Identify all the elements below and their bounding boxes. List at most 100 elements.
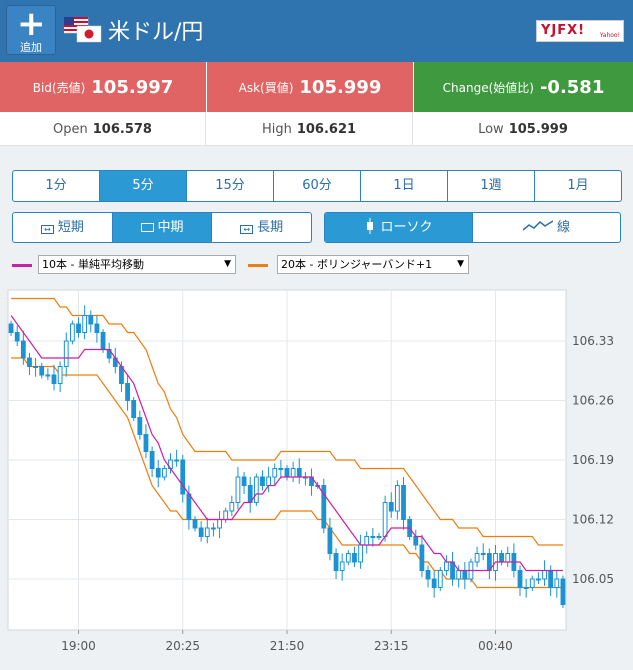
span-short[interactable]: ↔ 短期 [13,213,113,242]
y-tick-label: 106.12 [572,513,614,527]
candle-body [94,323,100,333]
candle-body [8,323,14,333]
candle-body [27,357,32,367]
ma-indicator-select[interactable]: 10本 - 単純平均移動 ▼ [38,255,236,274]
candle-body [437,570,443,588]
candle-body [352,553,357,563]
chart-type-line[interactable]: 線 [473,213,620,242]
bb-color-swatch [248,264,268,267]
timeframe-60min[interactable]: 60分 [274,171,361,201]
y-tick-label: 106.33 [572,334,614,348]
candle-body [523,587,529,589]
candle-body [155,468,161,478]
timeframe-selector: 1分 5分 15分 60分 1日 1週 1月 [12,170,622,202]
add-button[interactable]: + 追加 [6,5,56,55]
price-stats: Open 106.578 High 106.621 Low 105.999 [0,112,633,146]
candle-body [39,366,45,376]
candle-body [339,561,345,571]
candle-body [20,340,26,359]
us-jp-flag-icon [64,17,102,43]
high-label: High [261,121,292,137]
candle-body [272,468,278,478]
candle-body [14,332,20,342]
candle-body [143,434,149,452]
x-tick-label: 23:15 [374,639,409,653]
candle-body [51,374,57,384]
dropdown-arrow-icon: ▼ [224,259,231,269]
candle-body [431,578,437,588]
candle-body [161,468,167,478]
candle-body [241,476,247,486]
candle-body [388,502,394,512]
bb-indicator-select[interactable]: 20本 - ボリンジャーバンド+1 ▼ [277,255,469,274]
candle-body [413,536,419,546]
open-stat: Open 106.578 [0,112,206,146]
candle-body [88,315,94,325]
timeframe-1day[interactable]: 1日 [361,171,448,201]
timeframe-5min[interactable]: 5分 [100,171,187,201]
candle-body [364,536,370,546]
span-medium[interactable]: 中期 [112,213,213,242]
wide-span-icon: ↔ [240,225,254,234]
yjfx-logo: YJFX! Yahoo! [536,20,624,42]
candle-body [333,553,339,571]
candle-body [358,544,363,563]
candle-body [57,366,63,384]
change-value: -0.581 [539,76,605,98]
candle-body [131,400,137,418]
candle-body [505,553,511,563]
low-label: Low [478,121,504,137]
candle-body [394,485,400,512]
candle-body [554,578,560,588]
change-quote: Change(始値比) -0.581 [414,62,633,112]
bid-value: 105.997 [91,76,174,98]
candle-body [76,323,81,333]
x-tick-label: 19:00 [61,639,96,653]
ask-quote[interactable]: Ask(買値) 105.999 [207,62,413,112]
moving-average-line [10,315,563,572]
bid-quote[interactable]: Bid(売値) 105.997 [0,62,206,112]
candle-body [382,502,388,537]
timeframe-1month[interactable]: 1月 [567,178,589,193]
candle-body [456,570,462,580]
candle-body [180,459,186,495]
candle-body [253,476,259,503]
span-selector: ↔ 短期 中期 ↔ 長期 [12,212,312,243]
candle-body [480,553,486,555]
candle-body [125,383,130,401]
candle-body [284,468,290,478]
add-button-label: 追加 [20,41,42,54]
candle-body [63,340,69,367]
candle-body [217,519,222,529]
candle-body [192,519,198,529]
candle-body [401,485,406,520]
candle-body [198,527,204,537]
plus-icon: + [17,4,46,44]
candle-body [137,417,143,435]
candle-body [229,502,235,512]
high-value: 106.621 [296,121,357,137]
price-chart[interactable]: 106.33 106.26 106.19 106.12 106.05 19:00 20:25… [0,285,633,670]
line-chart-icon [522,220,554,231]
candle-body [260,476,265,486]
candle-body [536,578,541,581]
candle-body [278,468,284,470]
y-tick-label: 106.05 [572,572,614,586]
medium-span-icon [140,223,154,232]
span-long[interactable]: ↔ 長期 [212,213,311,242]
currency-pair-title: 米ドル/円 [108,20,204,45]
chart-type-candle[interactable]: ローソク [325,213,473,242]
timeframe-1week[interactable]: 1週 [448,171,535,201]
candle-body [425,570,431,580]
candle-body [174,459,180,462]
candle-body [548,570,554,588]
candle-body [444,561,449,571]
bid-label: Bid(売値) [32,80,86,95]
low-value: 105.999 [508,121,568,137]
change-label: Change(始値比) [442,80,534,95]
timeframe-1min[interactable]: 1分 [13,171,100,201]
ma-color-swatch [12,264,32,267]
dropdown-arrow-icon: ▼ [457,259,464,269]
timeframe-15min[interactable]: 15分 [187,171,274,201]
candle-body [33,366,38,368]
